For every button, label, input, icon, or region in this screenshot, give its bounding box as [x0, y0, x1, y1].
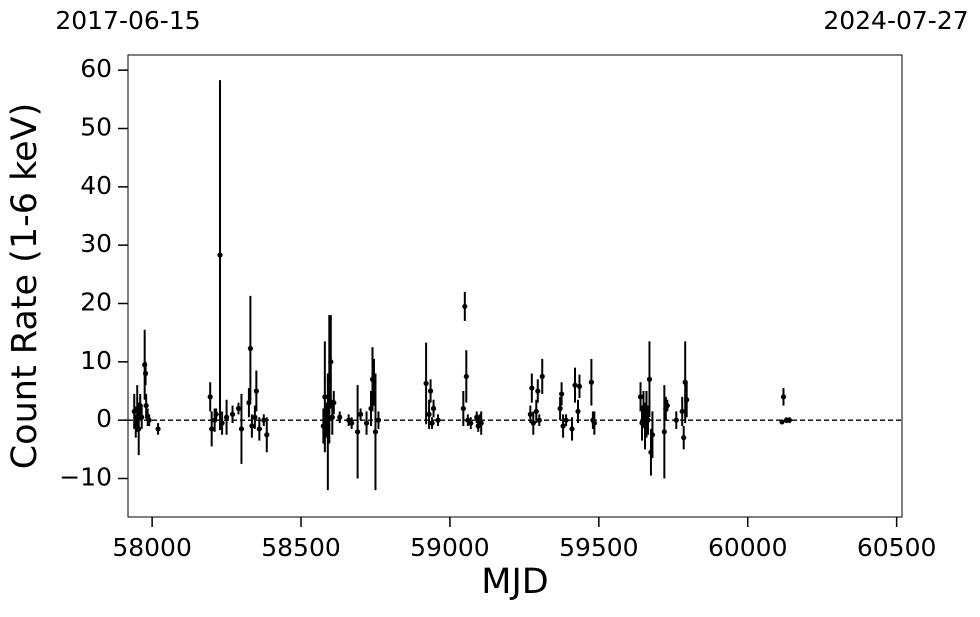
data-point: [229, 411, 236, 417]
data-point: [142, 370, 149, 377]
data-point: [223, 414, 230, 420]
y-tick-label: −10: [59, 463, 112, 492]
y-tick-label: 30: [80, 229, 112, 258]
data-point: [238, 426, 245, 432]
data-point: [261, 417, 267, 423]
y-tick-label: 50: [80, 113, 112, 142]
data-point: [357, 411, 364, 417]
data-point: [533, 408, 539, 415]
data-point: [575, 408, 581, 415]
data-point: [143, 402, 149, 409]
x-axis-label: MJD: [481, 562, 548, 602]
data-point: [563, 417, 569, 423]
data-point: [529, 385, 535, 391]
y-tick-label: 60: [80, 54, 112, 83]
data-point: [217, 252, 223, 258]
top-tick-label: 2024-07-27: [823, 6, 968, 35]
data-point: [681, 435, 687, 441]
x-tick-label: 60500: [857, 533, 937, 562]
data-point: [468, 420, 474, 426]
data-point: [207, 394, 213, 400]
x-tick-label: 59000: [410, 533, 490, 562]
top-tick-label: 2017-06-15: [55, 6, 200, 35]
data-point: [349, 420, 355, 426]
data-point: [423, 380, 429, 387]
x-tick-label: 60000: [708, 533, 788, 562]
data-point: [252, 414, 258, 420]
data-point: [649, 432, 656, 438]
data-point: [637, 394, 644, 400]
data-point: [355, 429, 361, 435]
data-point: [329, 414, 335, 420]
data-point: [264, 432, 270, 438]
data-point: [331, 400, 337, 406]
data-point: [569, 426, 575, 432]
y-tick-label: 0: [96, 404, 112, 433]
data-point: [591, 420, 597, 426]
data-point: [684, 397, 690, 403]
data-point: [372, 429, 379, 435]
data-point: [646, 376, 653, 382]
data-point: [136, 426, 142, 432]
plot-frame: [127, 54, 903, 518]
data-point: [559, 391, 565, 397]
data-point: [572, 382, 578, 388]
data-point: [527, 411, 533, 417]
data-point: [328, 359, 334, 365]
data-point: [337, 414, 343, 420]
data-point: [576, 383, 583, 389]
y-tick-label: 40: [80, 171, 112, 200]
data-point: [363, 420, 370, 426]
y-tick-label: 20: [80, 288, 112, 317]
data-point: [679, 408, 685, 415]
y-tick-label: 10: [80, 346, 112, 375]
data-point: [664, 402, 670, 409]
data-point: [462, 303, 468, 310]
data-point: [536, 417, 542, 423]
data-point: [645, 417, 651, 423]
data-point: [557, 405, 563, 412]
data-point: [209, 426, 215, 432]
data-point: [539, 373, 545, 380]
data-point: [427, 388, 434, 394]
data-point: [247, 345, 253, 352]
data-point: [146, 417, 152, 423]
x-tick-label: 58500: [261, 533, 341, 562]
data-point: [535, 388, 541, 394]
data-point: [463, 373, 469, 380]
data-point: [426, 411, 432, 417]
data-point: [249, 423, 255, 429]
data-point: [375, 417, 382, 423]
data-point: [155, 426, 161, 432]
x-tick-label: 59500: [559, 533, 639, 562]
data-point: [588, 379, 594, 385]
data-point: [139, 414, 145, 420]
data-point: [460, 405, 466, 412]
data-point: [780, 394, 787, 400]
data-point: [661, 429, 667, 435]
data-point: [213, 411, 219, 417]
y-axis-label: Count Rate (1-6 keV): [5, 103, 45, 470]
data-point: [253, 388, 259, 394]
data-point: [235, 405, 242, 412]
data-point: [430, 405, 437, 412]
data-point: [246, 400, 252, 406]
data-point: [435, 417, 441, 423]
data-point: [219, 420, 225, 426]
x-tick-label: 58000: [112, 533, 192, 562]
data-point: [429, 420, 435, 426]
data-point: [779, 419, 785, 425]
data-point: [530, 420, 536, 426]
data-point: [560, 423, 566, 429]
data-point: [786, 417, 793, 423]
data-point: [322, 394, 328, 400]
data-point: [673, 417, 679, 423]
data-point: [478, 420, 484, 426]
data-point: [256, 426, 262, 432]
